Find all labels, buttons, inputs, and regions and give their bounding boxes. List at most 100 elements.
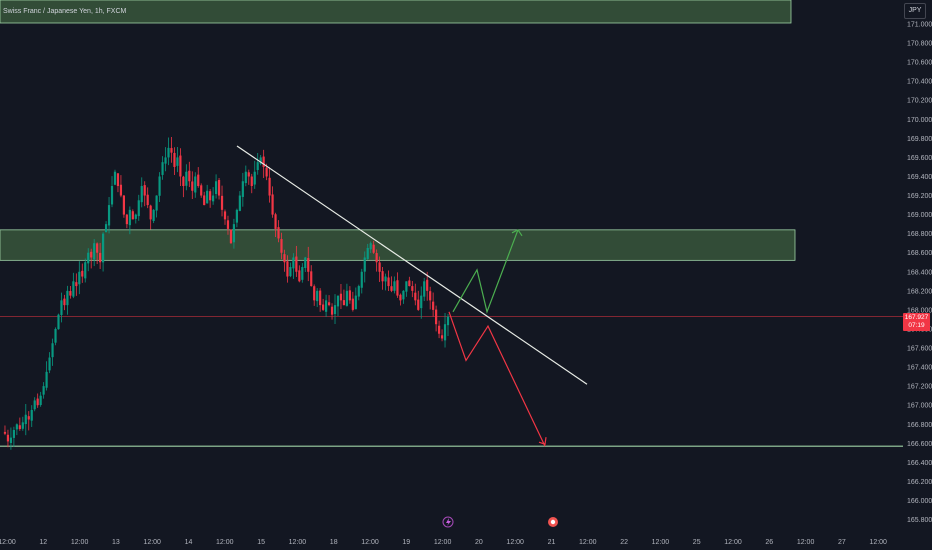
candle[interactable] [432, 292, 435, 317]
candle[interactable] [363, 251, 366, 283]
candle[interactable] [366, 243, 369, 260]
candle[interactable] [244, 165, 247, 187]
candle[interactable] [39, 391, 42, 407]
candle[interactable] [399, 293, 402, 306]
candle[interactable] [289, 262, 292, 278]
candle[interactable] [27, 411, 30, 431]
bullish-projection-arrow[interactable] [452, 229, 519, 314]
trendline[interactable] [236, 145, 588, 385]
candle[interactable] [247, 169, 250, 185]
candle[interactable] [280, 232, 283, 260]
candle[interactable] [405, 281, 408, 297]
candle[interactable] [152, 209, 155, 224]
candle[interactable] [351, 291, 354, 312]
candle[interactable] [110, 176, 114, 208]
candle[interactable] [250, 173, 253, 194]
candle[interactable] [134, 213, 137, 224]
candle[interactable] [24, 403, 27, 436]
candle[interactable] [131, 209, 134, 220]
lightning-icon[interactable] [442, 516, 454, 528]
candle[interactable] [104, 221, 108, 233]
candle[interactable] [63, 294, 66, 311]
candle[interactable] [330, 303, 334, 320]
candle[interactable] [12, 426, 15, 447]
candle[interactable] [307, 246, 310, 282]
candle[interactable] [6, 429, 10, 448]
candle[interactable] [283, 249, 286, 272]
candle[interactable] [194, 172, 197, 198]
candle[interactable] [295, 245, 298, 277]
candle[interactable] [185, 164, 188, 191]
candle[interactable] [274, 212, 277, 238]
candle[interactable] [30, 405, 33, 427]
candle[interactable] [336, 295, 340, 317]
candle[interactable] [93, 239, 96, 267]
candle[interactable] [15, 423, 18, 436]
candle[interactable] [229, 229, 233, 244]
candle[interactable] [426, 271, 429, 301]
candle[interactable] [417, 290, 420, 311]
candle[interactable] [372, 240, 375, 254]
candle[interactable] [411, 281, 414, 298]
candle[interactable] [304, 256, 307, 273]
candle[interactable] [206, 184, 209, 204]
candle[interactable] [21, 416, 24, 431]
candle[interactable] [408, 276, 411, 287]
candle[interactable] [440, 329, 444, 342]
candle[interactable] [443, 313, 447, 348]
candle[interactable] [116, 173, 120, 193]
candle[interactable] [316, 288, 319, 308]
candle[interactable] [437, 320, 441, 339]
candle[interactable] [167, 137, 170, 166]
candle[interactable] [90, 248, 93, 269]
candle[interactable] [42, 382, 45, 399]
candle[interactable] [3, 425, 7, 436]
candle[interactable] [33, 397, 36, 412]
candle[interactable] [402, 290, 405, 304]
candle[interactable] [378, 256, 381, 282]
candle[interactable] [277, 220, 280, 243]
candle[interactable] [271, 186, 274, 218]
candle[interactable] [173, 147, 176, 175]
flag-event-icon[interactable] [548, 517, 558, 527]
candle[interactable] [241, 172, 244, 207]
candle[interactable] [203, 191, 206, 206]
candle[interactable] [137, 194, 140, 221]
candle[interactable] [446, 313, 450, 337]
candle[interactable] [128, 206, 131, 235]
candle[interactable] [319, 288, 322, 312]
candle[interactable] [176, 146, 179, 173]
candle[interactable] [327, 295, 331, 307]
candle[interactable] [212, 187, 215, 205]
candle[interactable] [393, 276, 396, 294]
candle[interactable] [75, 273, 78, 296]
candle[interactable] [223, 209, 227, 225]
candle[interactable] [191, 171, 194, 200]
candle[interactable] [339, 284, 343, 309]
candle[interactable] [149, 204, 152, 230]
candle[interactable] [301, 263, 304, 283]
candle[interactable] [348, 286, 351, 304]
currency-button[interactable]: JPY [904, 3, 926, 19]
candle[interactable] [158, 172, 161, 202]
candle[interactable] [122, 194, 126, 218]
price-axis[interactable]: 171.000 170.800 170.600 170.400 170.200 170.0… [907, 22, 932, 525]
candle[interactable] [99, 242, 102, 269]
candle[interactable] [188, 161, 191, 187]
candle[interactable] [354, 287, 357, 310]
candle[interactable] [292, 253, 295, 279]
candle[interactable] [235, 208, 238, 228]
candle[interactable] [209, 189, 212, 208]
candle[interactable] [78, 261, 81, 295]
time-axis[interactable]: 12:00 12 12:00 13 12:00 14 12:00 15 12:00 18 12:00… [0, 539, 887, 546]
candle[interactable] [107, 196, 111, 234]
candle[interactable] [125, 213, 128, 229]
candle[interactable] [381, 267, 384, 290]
candle[interactable] [182, 175, 185, 198]
candle[interactable] [72, 272, 75, 299]
candle[interactable] [146, 187, 149, 209]
candle[interactable] [101, 232, 105, 272]
candle[interactable] [66, 285, 69, 315]
candle[interactable] [45, 361, 48, 391]
